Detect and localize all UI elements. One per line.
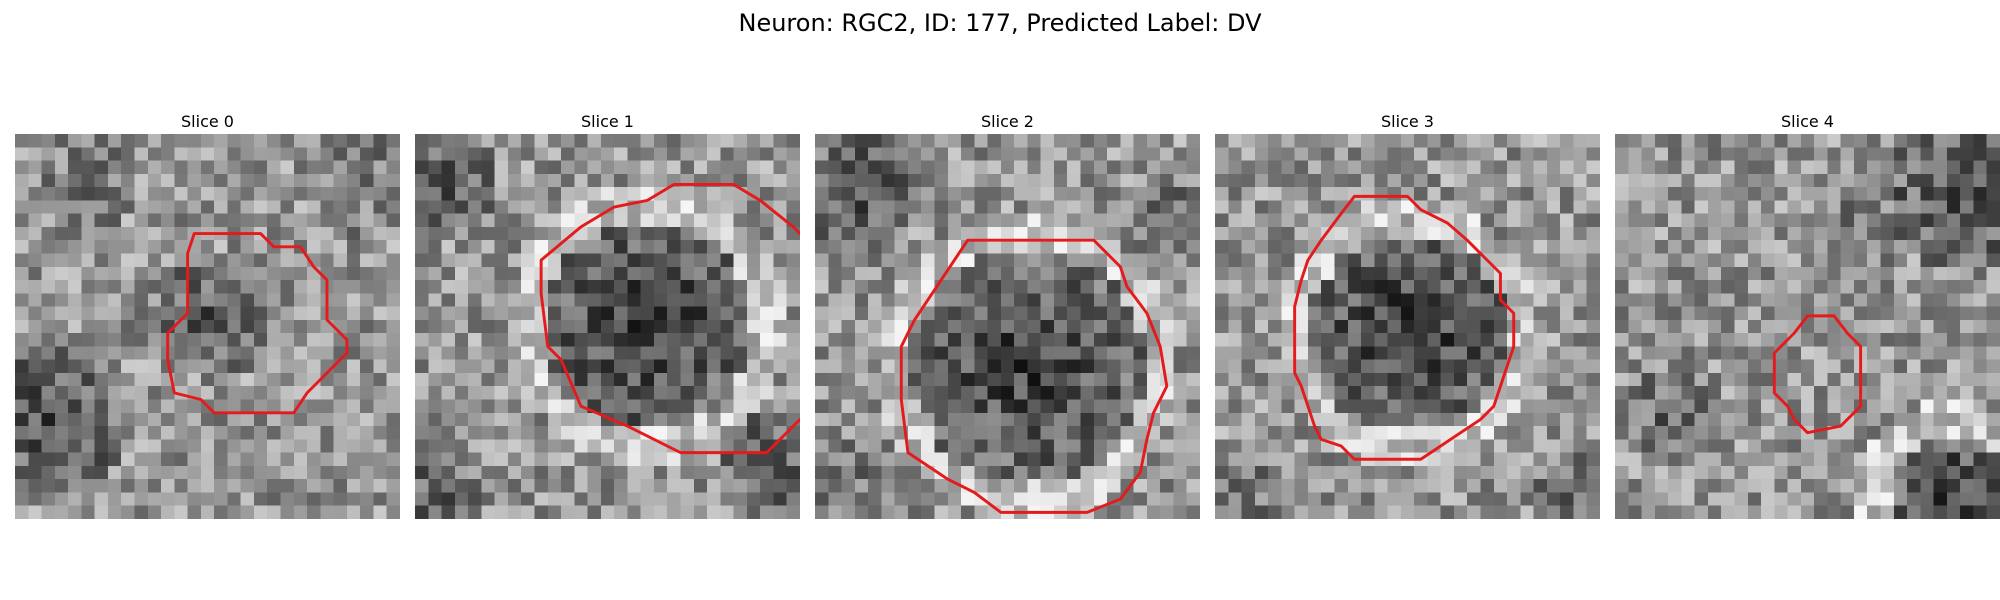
slice-panel-0: Slice 0 (15, 112, 400, 519)
slice-panel-4: Slice 4 (1615, 112, 2000, 519)
slice-pixels (1215, 134, 1600, 519)
roi-contour (899, 238, 1169, 514)
slice-title: Slice 1 (581, 112, 634, 131)
roi-contour (539, 182, 800, 455)
slice-image-2 (815, 134, 1200, 519)
slice-panel-2: Slice 2 (815, 112, 1200, 519)
roi-contour (166, 232, 349, 415)
slice-title: Slice 0 (181, 112, 234, 131)
slice-panel-3: Slice 3 (1215, 112, 1600, 519)
roi-contour (1293, 194, 1516, 461)
slice-pixels (15, 134, 400, 519)
slice-panel-1: Slice 1 (415, 112, 800, 519)
slice-title: Slice 2 (981, 112, 1034, 131)
slice-title: Slice 4 (1781, 112, 1834, 131)
slice-pixels (1615, 134, 2000, 519)
figure-title: Neuron: RGC2, ID: 177, Predicted Label: … (738, 9, 1262, 37)
slice-image-3 (1215, 134, 1600, 519)
slice-image-1 (415, 134, 800, 519)
roi-contour (1772, 314, 1863, 435)
slice-image-4 (1615, 134, 2000, 519)
slice-image-0 (15, 134, 400, 519)
slice-pixels (415, 134, 800, 519)
slice-pixels (815, 134, 1200, 519)
slice-title: Slice 3 (1381, 112, 1434, 131)
